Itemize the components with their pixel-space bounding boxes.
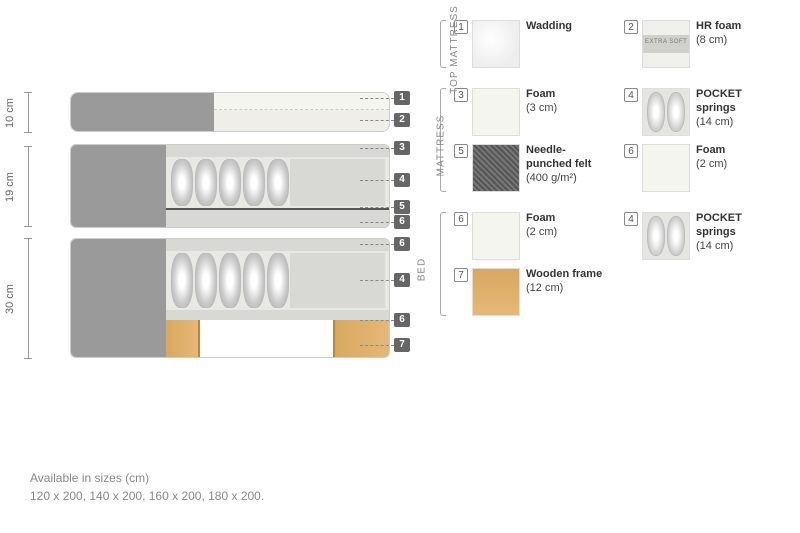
callout-marker: 3 [394,141,410,155]
legend-item: 4 POCKET springs(14 cm) [624,212,774,260]
item-title: POCKET springs [696,212,774,240]
legend-item: 6 Foam(2 cm) [624,144,774,192]
item-subtitle: (2 cm) [696,158,727,172]
item-title: Needle-punched felt [526,144,604,172]
footer-text: Available in sizes (cm) 120 x 200, 140 x… [30,469,264,505]
item-subtitle: (8 cm) [696,34,741,48]
swatch [642,20,690,68]
legend-item: 1Wadding [454,20,604,68]
section-label: TOP MATTRESS [449,5,460,94]
swatch [472,144,520,192]
callout-marker: 7 [394,338,410,352]
legend-section: TOP MATTRESS1Wadding2HR foam(8 cm) [420,20,790,68]
main-container: 10 cm 19 cm 30 cm [0,0,800,533]
swatch [472,212,520,260]
item-subtitle: (400 g/m²) [526,172,604,186]
legend-section: BED6Foam(2 cm)4POCKET springs(14 cm)7Woo… [420,212,790,316]
legend-item: 4 POCKET springs(14 cm) [624,88,774,136]
legend-item: 7 Wooden frame(12 cm) [454,268,604,316]
legend-item: 2 HR foam(8 cm) [624,20,774,68]
callout-marker: 6 [394,313,410,327]
item-number: 5 [454,144,468,158]
footer-line2: 120 x 200, 140 x 200, 160 x 200, 180 x 2… [30,487,264,505]
swatch [472,88,520,136]
swatch [642,144,690,192]
item-title: Wooden frame [526,268,602,282]
item-subtitle: (14 cm) [696,240,774,254]
item-subtitle: (3 cm) [526,102,557,116]
item-title: HR foam [696,20,741,34]
legend-panel: TOP MATTRESS1Wadding 2 HR foam(8 cm) MATTRE… [420,0,800,533]
item-number: 4 [624,88,638,102]
callout-marker: 5 [394,200,410,214]
dimension-label: 19 cm [4,172,16,202]
swatch [472,268,520,316]
legend-item: 6 Foam(2 cm) [454,212,604,260]
top-mattress-layer [70,92,390,132]
item-subtitle: (12 cm) [526,282,602,296]
legend-item: 5 Needle-punched felt(400 g/m²) [454,144,604,192]
item-title: Wadding [526,20,572,34]
dimension-line [28,146,29,226]
section-label: MATTRESS [435,115,446,177]
callout-marker: 6 [394,215,410,229]
item-subtitle: (2 cm) [526,226,557,240]
item-subtitle: (14 cm) [696,116,774,130]
item-number: 4 [624,212,638,226]
mattress-layer [70,144,390,228]
section-label: BED [416,258,427,282]
dimension-label: 10 cm [4,98,16,128]
swatch [642,212,690,260]
item-title: POCKET springs [696,88,774,116]
callout-marker: 6 [394,237,410,251]
dimension-line [28,238,29,358]
callout-marker: 1 [394,91,410,105]
swatch [642,88,690,136]
footer-line1: Available in sizes (cm) [30,469,264,487]
callout-marker: 4 [394,173,410,187]
item-number: 6 [624,144,638,158]
item-number: 2 [624,20,638,34]
callout-marker: 4 [394,273,410,287]
legend-item: 3Foam(3 cm) [454,88,604,136]
item-number: 6 [454,212,468,226]
item-title: Foam [526,88,557,102]
cross-section-panel: 10 cm 19 cm 30 cm [0,0,420,533]
callout-marker: 2 [394,113,410,127]
item-title: Foam [526,212,557,226]
dimension-label: 30 cm [4,284,16,314]
dimension-line [28,92,29,132]
item-title: Foam [696,144,727,158]
swatch [472,20,520,68]
bed-layer [70,238,390,358]
legend-section: MATTRESS 3Foam(3 cm) 4 POCKET springs(14 cm… [420,88,790,192]
item-number: 7 [454,268,468,282]
